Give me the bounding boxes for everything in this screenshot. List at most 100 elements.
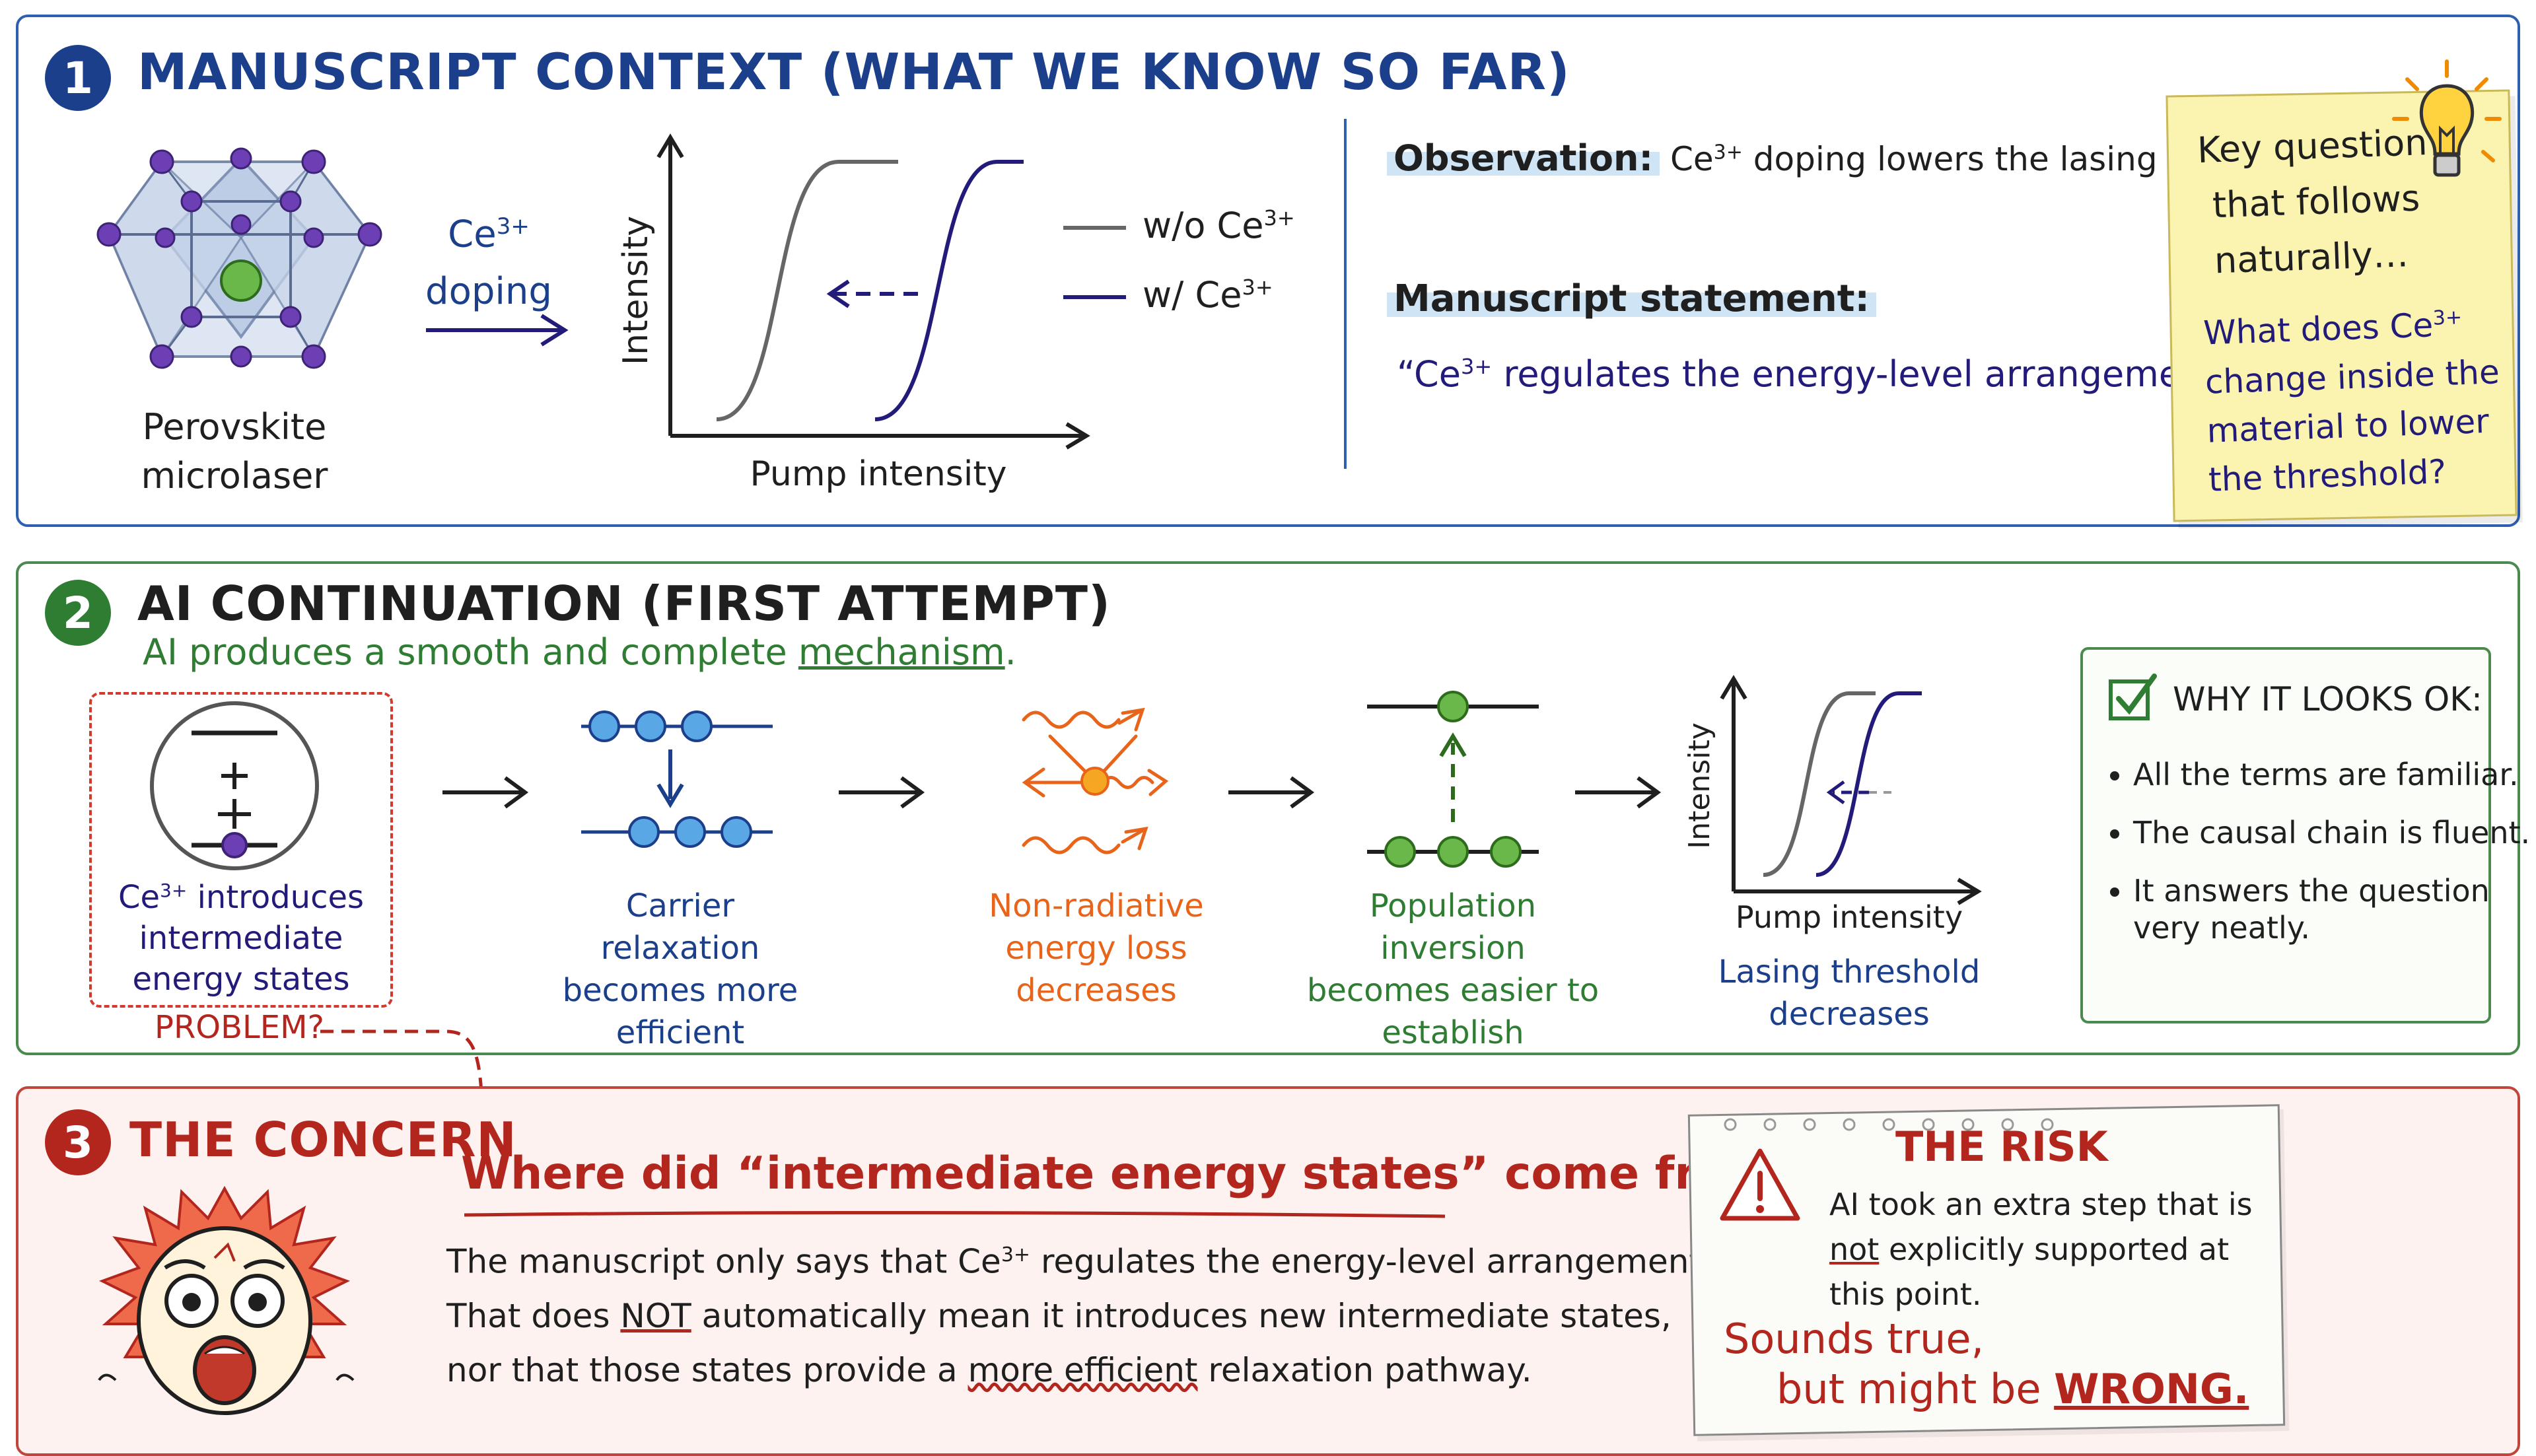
concern-headline: Where did “intermediate energy states” c…	[461, 1148, 1821, 1200]
flow-arrow-1	[442, 776, 529, 809]
crystal-label: Perovskite microlaser	[92, 403, 376, 501]
step1-ce: Ce	[118, 879, 160, 916]
step2-line1: Carrier relaxation	[600, 887, 760, 967]
step3-line1: Non-radiative	[989, 887, 1204, 924]
population-inversion-icon	[1367, 691, 1539, 868]
chart-x-label: Pump intensity	[750, 454, 1006, 494]
body-line1b: regulates the energy-level arrangement.	[1030, 1242, 1712, 1281]
step3-text: Non-radiative energy loss decreases	[958, 885, 1235, 1012]
risk-line2-not: not	[1829, 1231, 1880, 1267]
body-line1a: The manuscript only says that Ce	[446, 1242, 1001, 1281]
step1-dashed-box	[89, 692, 393, 1008]
body-line2-not: NOT	[620, 1296, 691, 1335]
risk-line3: this point.	[1829, 1276, 1982, 1312]
step4-line2: becomes easier to	[1306, 972, 1600, 1009]
curve-with-ce	[874, 160, 1024, 421]
flow-arrow-4	[1575, 776, 1662, 809]
doping-label-ce: Ce	[448, 213, 497, 256]
concern-body: The manuscript only says that Ce3+ regul…	[446, 1228, 1712, 1397]
step3-line3: decreases	[1016, 972, 1177, 1009]
step4-line1: Population inversion	[1369, 887, 1537, 967]
threshold-chart: Intensity Pump intensity	[616, 133, 1090, 494]
note-answer: What does Ce3+ change inside the materia…	[2202, 292, 2504, 504]
step2-line2: becomes more	[562, 972, 798, 1009]
panel1-divider	[1344, 119, 1347, 469]
legend-with-ce-text: w/ Ce	[1143, 274, 1242, 316]
panel3-title: THE CONCERN	[129, 1112, 517, 1167]
step1-line1: introduces	[187, 879, 365, 916]
why-list: All the terms are familiar. The causal c…	[2107, 756, 2530, 967]
legend-with-ce: w/ Ce3+	[1143, 274, 1273, 316]
note-question-line3: naturally…	[2213, 233, 2409, 282]
risk-line1: AI took an extra step that is	[1829, 1187, 2253, 1222]
body-line3b: relaxation pathway.	[1197, 1350, 1532, 1389]
risk-body: AI took an extra step that is not explic…	[1829, 1182, 2253, 1317]
statement-sup: 3+	[1460, 354, 1493, 379]
risk-conclusion-line2: but might be	[1777, 1365, 2055, 1413]
body-line1-sup: 3+	[1001, 1243, 1031, 1266]
chart-legend-lines	[1063, 226, 1126, 299]
flow-arrow-3	[1228, 776, 1315, 809]
flow-arrow-2	[839, 776, 925, 809]
lightbulb-icon	[2392, 59, 2502, 177]
why-item-3-line2: very neatly.	[2133, 910, 2311, 946]
body-line2b: automatically mean it introduces new int…	[691, 1296, 1672, 1335]
why-title: WHY IT LOOKS OK:	[2173, 680, 2483, 718]
note-question-line1: Key question	[2197, 121, 2428, 172]
panel2-number: 2	[45, 580, 111, 646]
step4-text: Population inversion becomes easier to e…	[1301, 885, 1605, 1054]
risk-conclusion-line1: Sounds true,	[1724, 1315, 1985, 1363]
why-item-1: All the terms are familiar.	[2133, 756, 2530, 793]
crystal-label-line2: microlaser	[141, 455, 328, 497]
panel2-title: AI CONTINUATION (FIRST ATTEMPT)	[137, 576, 1111, 631]
doping-label-word: doping	[425, 269, 552, 313]
panel2-subtitle: AI produces a smooth and complete mechan…	[143, 631, 1016, 673]
subtitle-text: AI produces a smooth and complete	[143, 631, 798, 673]
note-answer-sup: 3+	[2432, 306, 2463, 330]
crystal-label-line1: Perovskite	[142, 406, 327, 448]
manuscript-statement: “Ce3+ regulates the energy-level arrange…	[1397, 353, 2247, 395]
checkbox-check-icon	[2109, 674, 2157, 720]
panel1-number: 1	[45, 45, 111, 111]
doping-arrow	[426, 314, 569, 347]
carrier-relaxation-icon	[581, 711, 773, 848]
step2-line3: efficient	[616, 1014, 745, 1051]
panel3-number: 3	[45, 1109, 111, 1175]
step1-line3: energy states	[132, 961, 350, 998]
risk-conclusion: Sounds true, but might be WRONG.	[1724, 1314, 2249, 1414]
problem-label: PROBLEM?	[151, 1009, 328, 1046]
intermediate-states-icon	[150, 701, 319, 870]
panel-manuscript-context	[16, 15, 2520, 527]
observation-ce: Ce	[1670, 140, 1714, 178]
doping-label: Ce3+ doping	[416, 198, 561, 320]
mini-chart-y-label: Intensity	[1683, 722, 1716, 849]
step3-line2: energy loss	[1005, 930, 1187, 967]
chart-y-label: Intensity	[616, 216, 656, 365]
mini-chart-x-label: Pump intensity	[1735, 899, 1963, 935]
body-line3-em: more efficient	[968, 1350, 1198, 1389]
legend-with-ce-sup: 3+	[1242, 275, 1273, 300]
legend-without-ce: w/o Ce3+	[1143, 205, 1295, 246]
legend-without-ce-text: w/o Ce	[1143, 205, 1264, 246]
legend-without-ce-sup: 3+	[1263, 205, 1295, 230]
step1-line2: intermediate	[139, 920, 343, 957]
step1-sup: 3+	[160, 880, 188, 901]
note-question-line2: that follows	[2211, 177, 2421, 226]
note-answer-line4: the threshold?	[2208, 452, 2447, 499]
panel-ai-continuation	[16, 561, 2520, 1055]
observation-label: Observation:	[1387, 137, 1660, 179]
risk-note-holes	[1724, 1118, 2054, 1131]
non-radiative-loss-icon	[1022, 707, 1169, 854]
why-item-3-line1: It answers the question	[2133, 873, 2490, 909]
shocked-face-icon	[98, 1185, 355, 1415]
statement-label-text: Manuscript statement:	[1387, 277, 1876, 320]
perovskite-crystal-icon	[96, 147, 382, 369]
step2-text: Carrier relaxation becomes more efficien…	[542, 885, 819, 1054]
risk-line2: explicitly supported at	[1879, 1231, 2230, 1267]
step5-line2: decreases	[1769, 996, 1930, 1033]
note-answer-line1: What does Ce	[2202, 306, 2434, 353]
subtitle-period: .	[1004, 631, 1016, 673]
step5-line1: Lasing threshold	[1718, 953, 1981, 990]
note-answer-line3: material to lower	[2206, 401, 2490, 450]
